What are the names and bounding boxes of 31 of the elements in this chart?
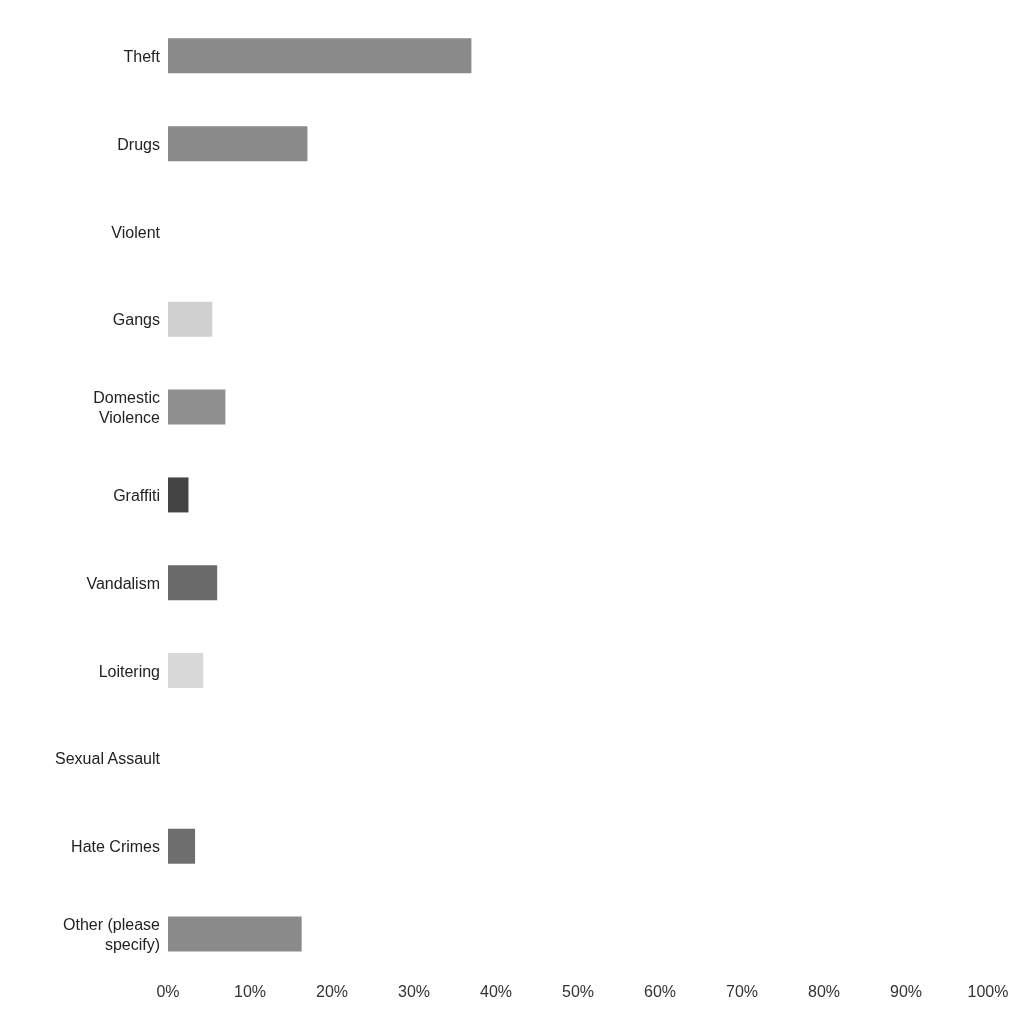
bar [168, 38, 472, 74]
bar [168, 916, 302, 952]
y-tick-label: Other (please specify) [63, 915, 161, 953]
y-tick-label: Drugs [117, 135, 160, 153]
x-tick-label: 20% [315, 983, 349, 1001]
x-tick-label: 0% [156, 983, 180, 1001]
x-tick-label: 60% [643, 983, 677, 1001]
y-tick-label: Hate Crimes [71, 837, 160, 855]
bar [168, 126, 308, 162]
bar [168, 301, 213, 337]
bar [168, 477, 189, 513]
x-tick-label: 100% [967, 983, 1009, 1001]
y-tick-label: Vandalism [86, 574, 160, 592]
y-tick-label: Violent [111, 223, 161, 241]
x-tick-label: 80% [807, 983, 841, 1001]
x-tick-label: 50% [561, 983, 595, 1001]
bar [168, 565, 218, 601]
x-tick-label: 90% [889, 983, 923, 1001]
x-tick-label: 10% [233, 983, 267, 1001]
bar [168, 828, 196, 864]
y-tick-label: Theft [123, 47, 161, 65]
x-tick-label: 40% [479, 983, 513, 1001]
y-tick-label: Sexual Assault [55, 749, 161, 767]
y-tick-label: Domestic Violence [93, 388, 161, 426]
bar [168, 389, 226, 425]
y-tick-label: Graffiti [113, 486, 160, 504]
x-tick-label: 70% [725, 983, 759, 1001]
y-tick-label: Loitering [98, 662, 160, 680]
y-tick-label: Gangs [112, 310, 160, 328]
x-tick-label: 30% [397, 983, 431, 1001]
bar [168, 653, 204, 689]
